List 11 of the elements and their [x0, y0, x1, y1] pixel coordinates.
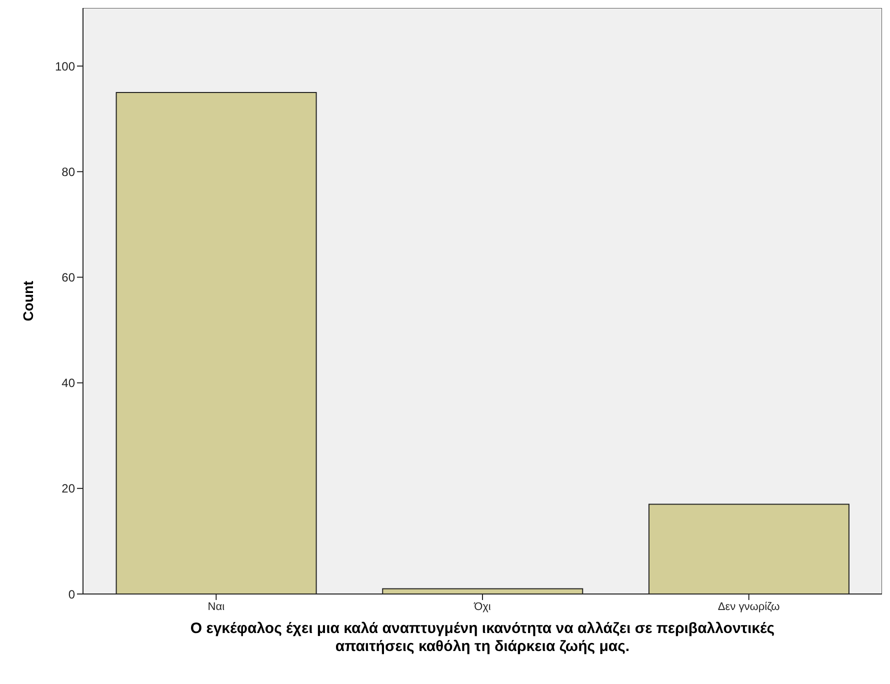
y-tick-label: 100	[54, 59, 76, 74]
y-tick-label: 20	[62, 482, 76, 496]
x-tick-label: Ναι	[208, 600, 226, 613]
y-tick-label: 60	[62, 270, 76, 285]
y-axis-title: Count	[20, 280, 36, 322]
y-tick-label: 80	[62, 164, 76, 179]
y-tick-label: 0	[68, 587, 76, 602]
x-axis-title: Ο εγκέφαλος έχει μια καλά αναπτυγμένη ικανότητα να αλλάζει σε περιβαλλοντικές απαιτήσεις καθόλη τη διάρκεια ζωής μας.	[189, 620, 776, 656]
y-tick-label: 40	[62, 376, 76, 390]
x-tick-label: Δεν γνωρίζω	[718, 600, 780, 613]
x-tick-label: Όχι	[473, 600, 492, 613]
